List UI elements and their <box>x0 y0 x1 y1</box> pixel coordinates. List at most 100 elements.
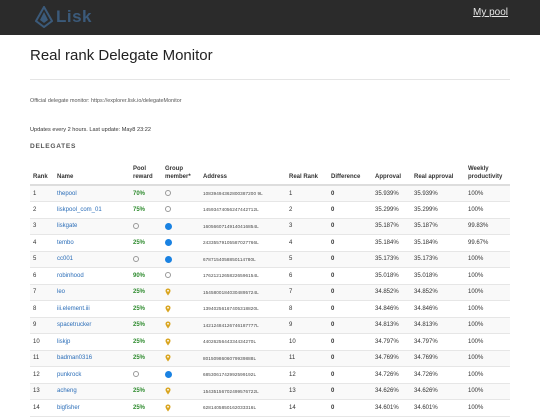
cell-rank: 7 <box>33 289 37 296</box>
lisk-logo-icon <box>35 6 53 28</box>
map-pin-icon <box>165 338 171 346</box>
cell-group-member <box>162 400 200 417</box>
header-group-member[interactable]: Group member* <box>165 166 191 180</box>
navbar: Lisk My pool <box>0 0 540 35</box>
delegate-name-link[interactable]: cc001 <box>57 256 74 263</box>
cell-group-member <box>162 334 200 351</box>
cell-real-rank: 1 <box>289 190 293 197</box>
cell-real-approval: 34.813% <box>414 322 438 329</box>
cell-pool-reward: 25% <box>133 355 146 362</box>
table-row: 3 liskgate 16056607149140416854L 3 0 35.187% 3… <box>30 218 510 235</box>
header-name[interactable]: Name <box>57 173 74 180</box>
delegate-name-link[interactable]: bigfisher <box>57 404 80 411</box>
cell-pool-reward: 25% <box>133 404 146 411</box>
logo[interactable]: Lisk <box>35 6 92 28</box>
header-rank[interactable]: Rank <box>33 173 48 180</box>
delegate-name-link[interactable]: liskjp <box>57 338 71 345</box>
cell-real-rank: 4 <box>289 239 293 246</box>
delegate-name-link[interactable]: liskgate <box>57 223 78 230</box>
cell-real-rank: 7 <box>289 289 293 296</box>
cell-approval: 34.813% <box>375 322 399 329</box>
table-row: 4 tembo 25% 24335579105587027766L 4 0 35.184% 3… <box>30 235 510 251</box>
header-approval[interactable]: Approval <box>375 173 402 180</box>
cell-difference: 0 <box>331 256 335 263</box>
delegate-name-link[interactable]: punkrock <box>57 371 82 378</box>
cell-weekly-productivity: 99.83% <box>468 223 489 230</box>
empty-circle-icon <box>133 255 139 262</box>
empty-circle-icon <box>165 206 171 213</box>
header-difference[interactable]: Difference <box>331 173 361 180</box>
cell-real-approval: 34.769% <box>414 355 438 362</box>
cell-rank: 4 <box>33 239 37 246</box>
cell-real-approval: 34.601% <box>414 404 438 411</box>
cell-pool-reward: 75% <box>133 206 146 213</box>
cell-group-member <box>162 218 200 235</box>
delegate-name-link[interactable]: iii.element.iii <box>57 305 90 312</box>
delegate-name-link[interactable]: thepool <box>57 190 77 197</box>
cell-approval: 34.852% <box>375 289 399 296</box>
cell-rank: 10 <box>33 338 40 345</box>
cell-address: 14212484126746187777L <box>203 322 259 328</box>
blue-circle-icon <box>165 239 172 247</box>
cell-pool-reward: 25% <box>133 305 146 312</box>
my-pool-link[interactable]: My pool <box>472 7 508 18</box>
header-real-rank[interactable]: Real Rank <box>289 173 319 180</box>
cell-difference: 0 <box>331 223 335 230</box>
cell-approval: 35.939% <box>375 190 399 197</box>
table-row: 5 cc001 6787154058850114780L 5 0 35.173% 35.17… <box>30 251 510 268</box>
cell-difference: 0 <box>331 355 335 362</box>
cell-weekly-productivity: 100% <box>468 256 484 263</box>
cell-pool-reward: 25% <box>133 388 146 395</box>
cell-real-approval: 34.626% <box>414 388 438 395</box>
cell-difference: 0 <box>331 338 335 345</box>
cell-real-approval: 35.018% <box>414 272 438 279</box>
delegate-name-link[interactable]: badman0316 <box>57 355 93 362</box>
cell-group-member <box>162 383 200 400</box>
cell-difference: 0 <box>331 388 335 395</box>
update-info-text: Updates every 2 hours. Last update: May8… <box>30 127 151 133</box>
cell-rank: 6 <box>33 272 37 279</box>
cell-approval: 34.626% <box>375 388 399 395</box>
delegate-name-link[interactable]: acheng <box>57 388 77 395</box>
cell-weekly-productivity: 99.67% <box>468 239 489 246</box>
cell-approval: 34.726% <box>375 371 399 378</box>
cell-rank: 3 <box>33 223 37 230</box>
delegate-name-link[interactable]: spacetrucker <box>57 322 92 329</box>
cell-approval: 34.769% <box>375 355 399 362</box>
cell-difference: 0 <box>331 371 335 378</box>
cell-group-member <box>162 301 200 318</box>
blue-circle-icon <box>165 371 172 379</box>
delegate-name-link[interactable]: liskpool_com_01 <box>57 206 102 213</box>
delegate-name-link[interactable]: leo <box>57 289 66 296</box>
cell-real-rank: 6 <box>289 272 293 279</box>
table-row: 12 punkrock 6853061742992599192L 12 0 34.726%… <box>30 367 510 384</box>
cell-weekly-productivity: 100% <box>468 190 484 197</box>
cell-address: 24335579105587027766L <box>203 240 259 246</box>
cell-real-rank: 10 <box>289 338 296 345</box>
delegates-table: Rank Name Pool reward Group member* Addr… <box>30 158 510 417</box>
cell-weekly-productivity: 100% <box>468 272 484 279</box>
cell-real-rank: 5 <box>289 256 293 263</box>
header-weekly-productivity[interactable]: Weekly productivity <box>468 166 503 180</box>
cell-real-approval: 34.846% <box>414 305 438 312</box>
delegate-name-link[interactable]: tembo <box>57 239 74 246</box>
table-header-row: Rank Name Pool reward Group member* Addr… <box>30 158 510 185</box>
table-row: 11 badman0316 25% 8015098606079939888L 11 0 34… <box>30 350 510 367</box>
cell-address: 6281405850162033316L <box>203 405 257 411</box>
blue-circle-icon <box>165 255 172 263</box>
header-address[interactable]: Address <box>203 173 228 180</box>
cell-approval: 35.018% <box>375 272 399 279</box>
cell-real-rank: 12 <box>289 371 296 378</box>
header-real-approval[interactable]: Real approval <box>414 173 454 180</box>
delegate-name-link[interactable]: robinhood <box>57 272 84 279</box>
cell-group-member <box>162 367 200 384</box>
cell-rank: 5 <box>33 256 37 263</box>
title-divider <box>30 79 510 80</box>
table-row: 2 liskpool_com_01 75% 14593474056247442712L… <box>30 202 510 218</box>
cell-real-approval: 34.726% <box>414 371 438 378</box>
header-pool-reward[interactable]: Pool reward <box>133 166 153 180</box>
cell-weekly-productivity: 100% <box>468 338 484 345</box>
cell-real-rank: 13 <box>289 388 296 395</box>
cell-difference: 0 <box>331 404 335 411</box>
cell-pool-reward: 25% <box>133 322 146 329</box>
